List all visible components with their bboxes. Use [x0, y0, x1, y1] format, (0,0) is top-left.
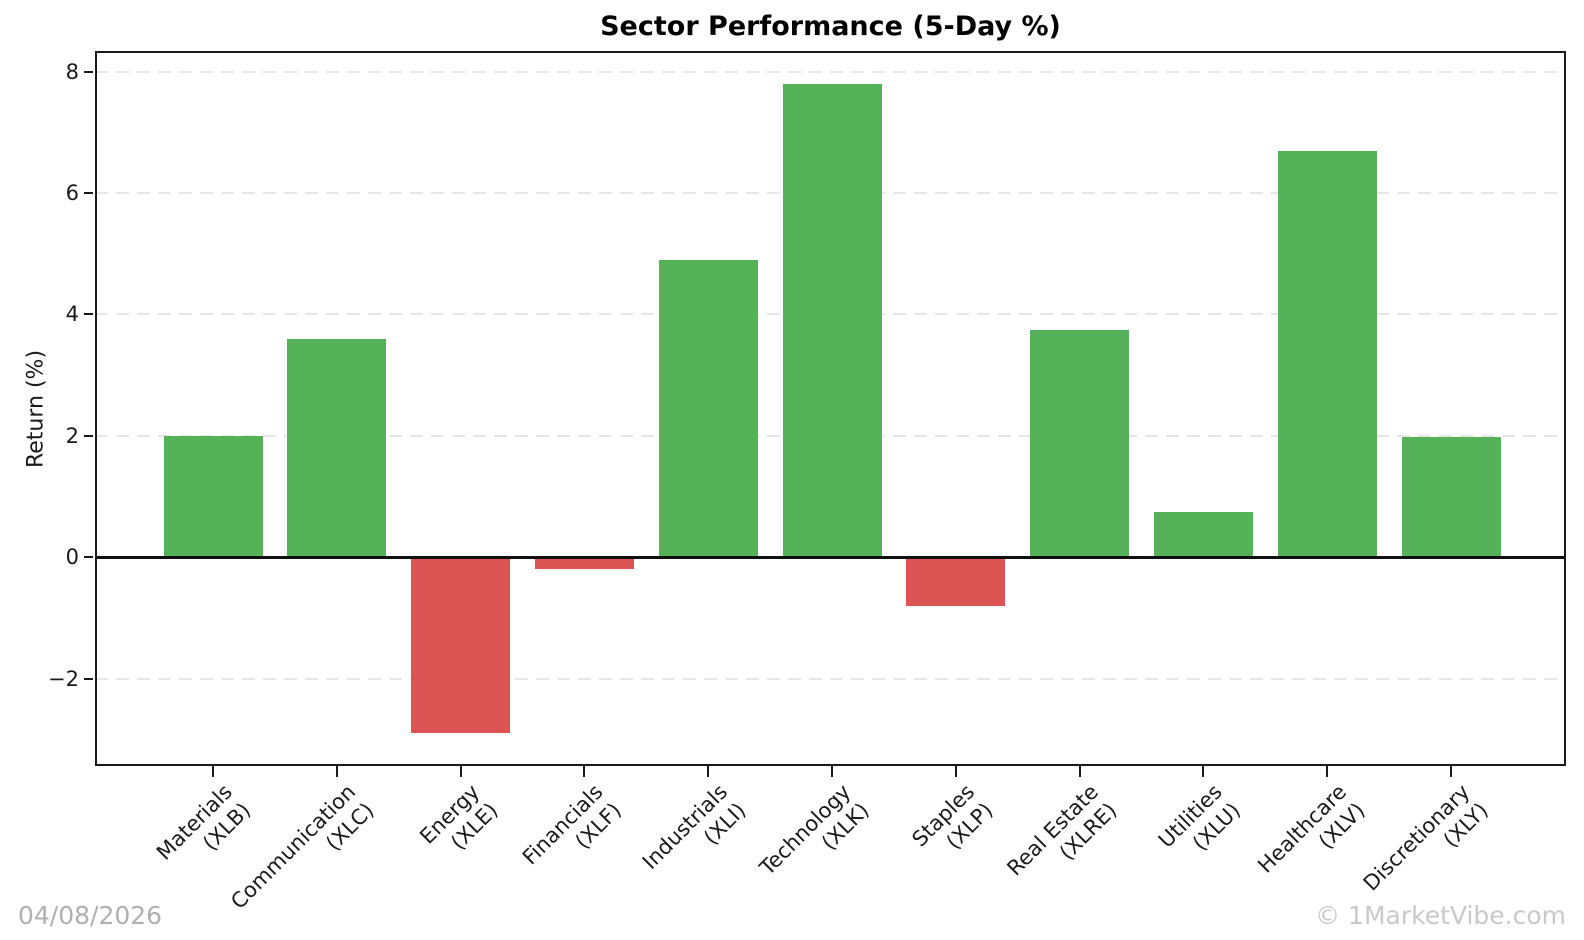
chart-title: Sector Performance (5-Day %): [600, 11, 1061, 42]
x-tick-label-text: Energy (XLE): [415, 779, 503, 855]
x-tick: [1078, 766, 1081, 777]
date-stamp: 04/08/2026: [18, 901, 163, 930]
x-tick-label-text: Healthcare (XLV): [1252, 779, 1370, 878]
x-tick: [1450, 766, 1452, 777]
y-axis-label: Return (%): [23, 349, 49, 469]
bar-healthcare-xlv: [1277, 150, 1377, 558]
x-tick-label-text: Real Estate (XLRE): [1002, 779, 1122, 881]
x-tick: [1202, 766, 1205, 777]
x-tick-label-text: Industrials (XLI): [637, 779, 751, 875]
y-tick: [84, 313, 93, 316]
bar-technology-xlk: [782, 83, 882, 558]
bar-financials-xlf: [534, 557, 634, 570]
zero-line: [95, 555, 1566, 559]
plot-area: −2 0 2 4 6 8 Materials (XLB) Communication (XLC…: [48, 51, 1566, 914]
bar-discretionary-xly: [1401, 437, 1501, 558]
gridline: [95, 677, 1566, 680]
x-tick: [459, 766, 462, 777]
watermark: © 1MarketVibe.com: [1315, 901, 1566, 930]
x-tick-label-text: Discretionary (XLY): [1358, 779, 1494, 896]
x-tick: [1326, 766, 1329, 777]
bar-staples-xlp: [906, 557, 1006, 606]
bar-energy-xle: [411, 557, 511, 734]
x-tick: [954, 766, 957, 777]
bar-utilities-xlu: [1153, 511, 1253, 558]
y-tick-label: 6: [65, 181, 79, 206]
y-tick: [84, 677, 93, 680]
y-tick: [84, 434, 93, 437]
bar-industrials-xli: [658, 259, 758, 558]
y-tick-label: 2: [65, 423, 79, 448]
x-tick-label-text: Financials (XLF): [518, 779, 627, 870]
y-tick: [84, 556, 93, 559]
y-tick-label: 8: [65, 59, 79, 84]
x-tick: [335, 766, 338, 777]
x-tick-label-text: Staples (XLP): [907, 779, 998, 855]
x-tick: [583, 766, 586, 777]
y-tick-label: 0: [65, 545, 79, 570]
x-tick: [212, 766, 214, 777]
x-tick-label-text: Utilities (XLU): [1154, 779, 1246, 856]
x-tick-label-text: Communication (XLC): [226, 779, 379, 914]
x-tick-label-text: Materials (XLB): [151, 779, 256, 865]
x-tick-label-text: Technology (XLK): [755, 779, 875, 880]
x-tick: [707, 766, 710, 777]
y-tick-label: 4: [65, 302, 79, 327]
y-tick-label: −2: [48, 666, 79, 691]
gridline: [95, 70, 1566, 73]
bar-materials-xlb: [163, 435, 263, 558]
bar-communication-xlc: [287, 338, 387, 558]
y-tick: [84, 70, 93, 73]
y-tick: [84, 192, 93, 195]
x-tick: [831, 766, 833, 777]
bar-real-estate-xlre: [1030, 329, 1130, 558]
